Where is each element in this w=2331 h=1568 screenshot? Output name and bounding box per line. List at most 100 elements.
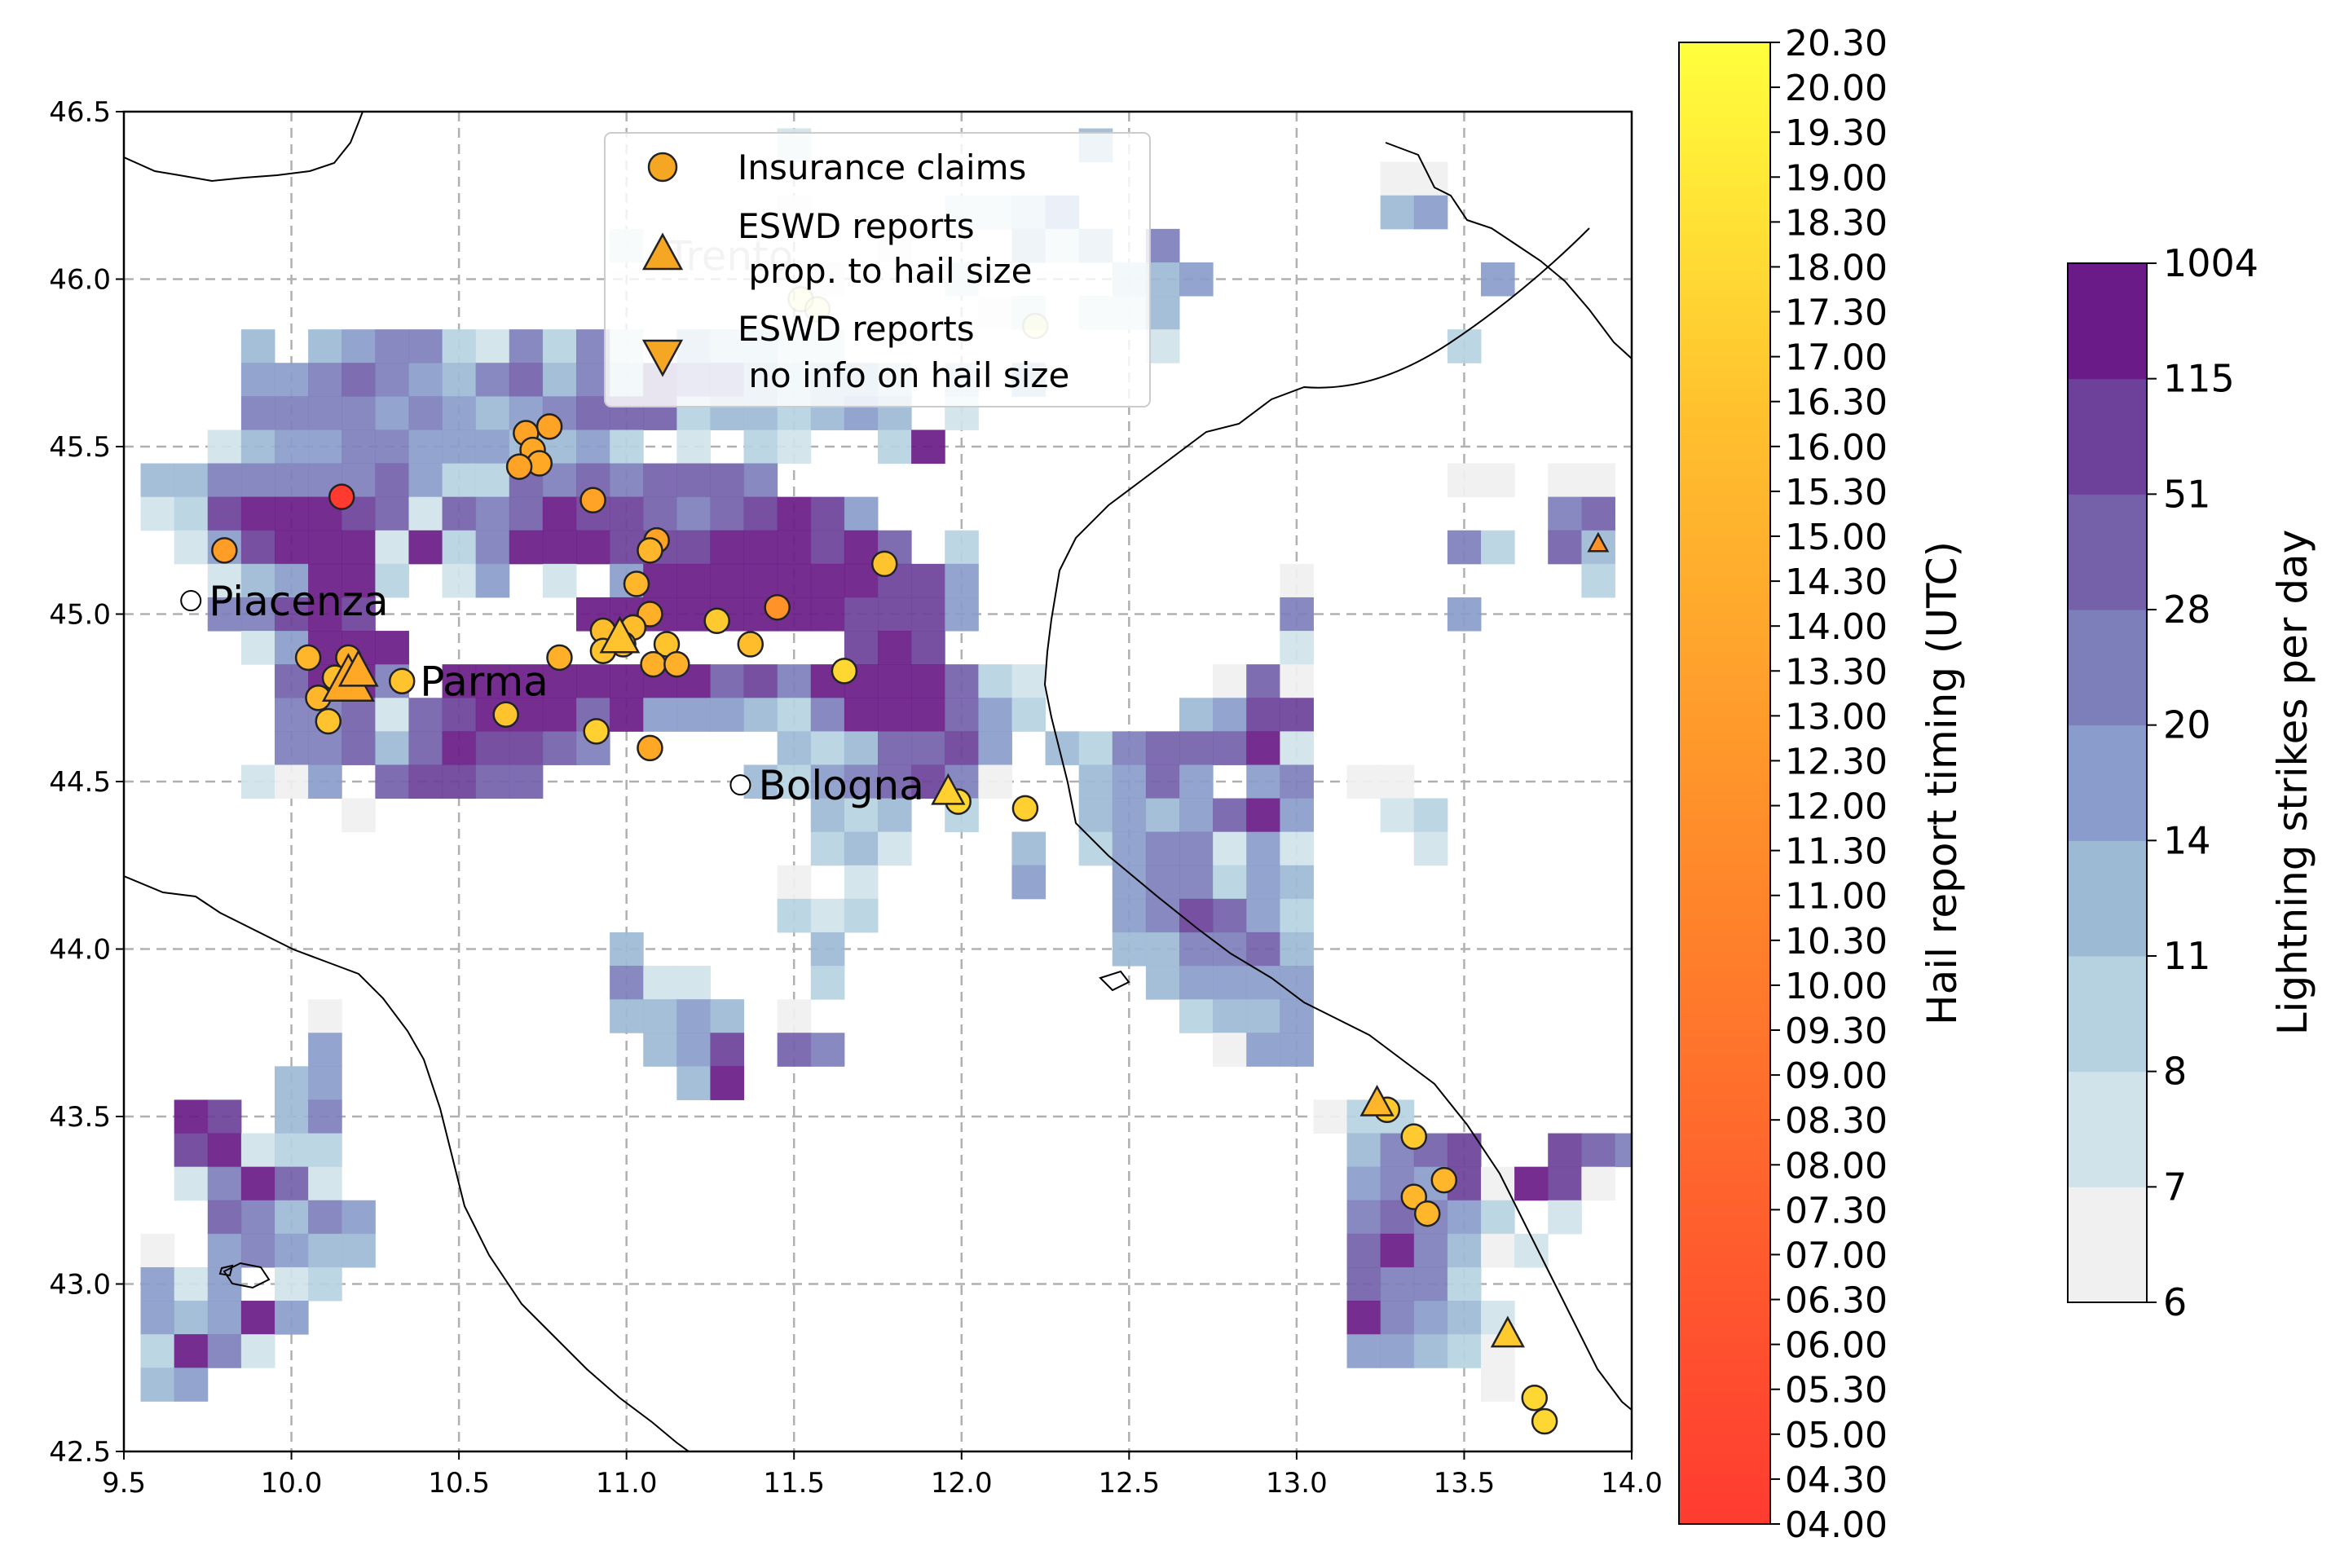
y-axis-ticks: 42.5 43.0 43.5 44.0 44.5 45.0 45.5 46.0 46.5 bbox=[49, 96, 124, 1469]
lightning-cell bbox=[240, 363, 275, 397]
lightning-cell bbox=[810, 731, 845, 765]
lightning-cell bbox=[140, 1368, 175, 1402]
y-tick-label: 44.5 bbox=[49, 766, 111, 799]
y-tick-label: 44.0 bbox=[49, 934, 111, 967]
lightning-cell bbox=[275, 363, 309, 397]
lightning-cell bbox=[1011, 831, 1047, 866]
lightning-cell bbox=[1447, 530, 1482, 565]
eswd-report-marker bbox=[1587, 531, 1610, 553]
lightning-tick-label: 1004 bbox=[2163, 241, 2258, 285]
lightning-cell bbox=[576, 530, 610, 565]
lightning-cell bbox=[676, 966, 711, 1000]
lightning-cell bbox=[308, 999, 342, 1033]
lightning-cell bbox=[1380, 161, 1415, 196]
insurance-claim-marker bbox=[546, 644, 573, 672]
lightning-cell bbox=[911, 698, 945, 732]
lightning-cell bbox=[341, 396, 376, 430]
lightning-cell bbox=[475, 429, 510, 465]
y-tick-label: 43.5 bbox=[49, 1101, 111, 1134]
lightning-colorbar-band bbox=[2068, 610, 2147, 726]
lightning-cell bbox=[240, 563, 275, 598]
lightning-cell bbox=[475, 731, 510, 765]
timing-tick-label: 10.00 bbox=[1785, 966, 1888, 1007]
lightning-cell bbox=[810, 831, 845, 866]
lightning-cell bbox=[777, 999, 812, 1033]
lightning-cell bbox=[275, 1099, 309, 1134]
lightning-cell bbox=[878, 631, 912, 665]
y-tick-label: 45.0 bbox=[49, 599, 111, 632]
lightning-cell bbox=[140, 1266, 175, 1302]
lightning-cell bbox=[1380, 764, 1415, 799]
lightning-cell bbox=[1481, 262, 1515, 297]
lightning-cell bbox=[1447, 329, 1482, 363]
lightning-cell bbox=[375, 530, 409, 565]
insurance-claim-marker bbox=[764, 594, 791, 621]
lightning-cell bbox=[777, 865, 812, 900]
lightning-colorbar-band bbox=[2068, 263, 2147, 380]
lightning-cell bbox=[542, 698, 577, 732]
lightning-cell bbox=[1145, 932, 1180, 967]
lightning-cell bbox=[207, 597, 242, 632]
lightning-cell bbox=[1179, 731, 1214, 765]
timing-tick-label: 19.30 bbox=[1785, 112, 1888, 154]
lightning-cell bbox=[1246, 798, 1280, 833]
timing-tick-label: 04.30 bbox=[1785, 1460, 1888, 1501]
lightning-cell bbox=[275, 1066, 309, 1100]
lightning-cell bbox=[710, 1033, 745, 1067]
coastline-tuscany-north bbox=[124, 112, 364, 183]
eswd-report-marker bbox=[1490, 1315, 1525, 1348]
lightning-cell bbox=[1213, 731, 1247, 765]
lightning-cell bbox=[1213, 966, 1247, 1000]
lightning-cell bbox=[810, 597, 845, 632]
lightning-colorbar-band bbox=[2068, 1187, 2147, 1303]
timing-tick-label: 11.00 bbox=[1785, 876, 1888, 918]
insurance-claim-marker bbox=[505, 453, 533, 480]
lightning-cell bbox=[810, 563, 845, 598]
x-tick-label: 9.5 bbox=[102, 1467, 146, 1500]
lightning-cell bbox=[1179, 865, 1214, 900]
lightning-cell bbox=[207, 1099, 242, 1134]
lightning-cell bbox=[308, 363, 342, 397]
lightning-cell bbox=[308, 1133, 342, 1168]
lightning-cell bbox=[174, 1301, 209, 1335]
lightning-cell bbox=[408, 764, 443, 799]
lightning-cell bbox=[1179, 798, 1214, 833]
timing-tick-label: 17.30 bbox=[1785, 293, 1888, 334]
lightning-cell bbox=[275, 1133, 309, 1168]
lightning-cell bbox=[844, 865, 879, 900]
lightning-cell bbox=[777, 731, 812, 765]
timing-tick-label: 15.30 bbox=[1785, 472, 1888, 513]
lightning-cell bbox=[1481, 1166, 1515, 1201]
insurance-claim-marker bbox=[637, 537, 663, 564]
coastline-island-small bbox=[218, 1264, 234, 1277]
lightning-cell bbox=[1346, 1266, 1381, 1302]
lightning-cell bbox=[442, 363, 477, 397]
timing-tick-label: 10.30 bbox=[1785, 921, 1888, 962]
lightning-cell bbox=[1112, 898, 1147, 933]
lightning-cell bbox=[1413, 798, 1448, 833]
lightning-cell bbox=[1581, 1133, 1615, 1168]
lightning-cell bbox=[945, 530, 979, 565]
lightning-cell bbox=[1246, 966, 1280, 1000]
lightning-cell bbox=[610, 429, 644, 465]
lightning-cell bbox=[442, 429, 477, 465]
lightning-cell bbox=[911, 563, 945, 598]
lightning-cell bbox=[810, 932, 845, 967]
legend-eswd-noinfo-label-1: ESWD reports bbox=[738, 309, 975, 349]
timing-tick-label: 04.00 bbox=[1785, 1504, 1888, 1546]
lightning-cell bbox=[1280, 664, 1314, 698]
lightning-cell bbox=[610, 664, 644, 698]
lightning-cell bbox=[375, 631, 409, 665]
lightning-cell bbox=[676, 1033, 711, 1067]
lightning-colorbar-band bbox=[2068, 725, 2147, 841]
lightning-cell bbox=[1145, 831, 1180, 866]
lightning-cell bbox=[844, 898, 879, 933]
lightning-cell bbox=[643, 698, 677, 732]
lightning-colorbar-band bbox=[2068, 1071, 2147, 1187]
timing-tick-label: 07.30 bbox=[1785, 1190, 1888, 1231]
lightning-cell bbox=[375, 429, 409, 465]
lightning-tick-label: 6 bbox=[2163, 1280, 2187, 1324]
lightning-cell bbox=[408, 429, 443, 465]
timing-tick-label: 08.00 bbox=[1785, 1145, 1888, 1187]
